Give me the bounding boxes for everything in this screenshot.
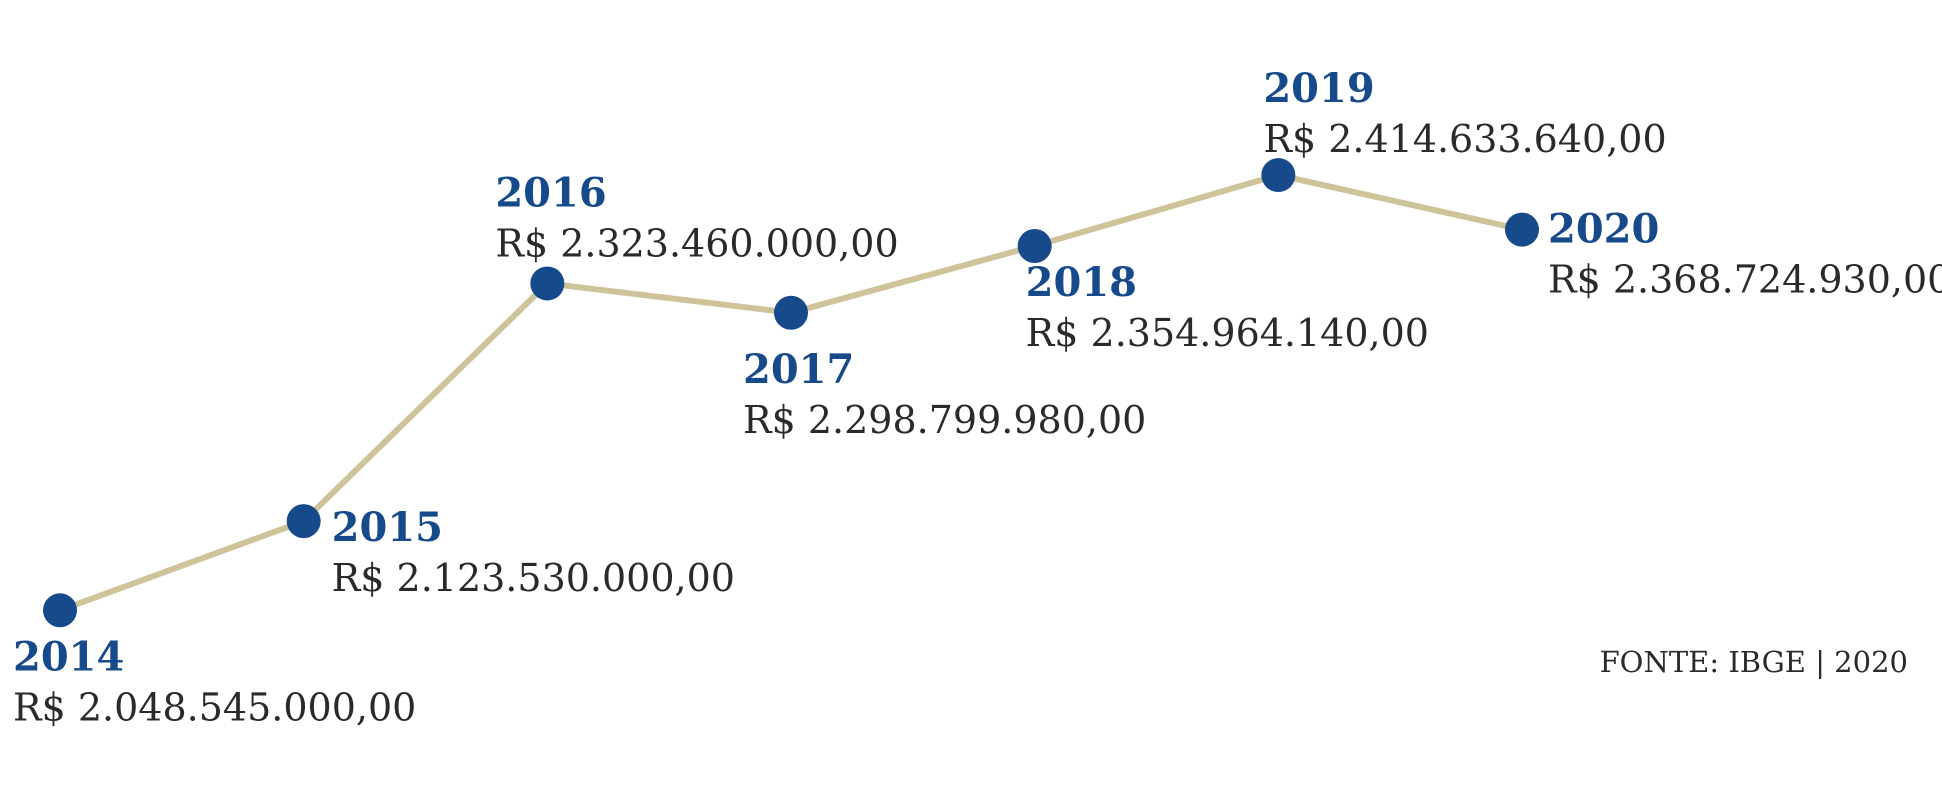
year-label-2014: 2014 [13,633,124,680]
value-label-2017: R$ 2.298.799.980,00 [743,398,1146,442]
data-point-2014 [43,593,77,628]
value-label-2016: R$ 2.323.460.000,00 [495,221,898,265]
value-label-2020: R$ 2.368.724.930,00 [1548,258,1942,302]
year-label-2015: 2015 [332,504,443,551]
data-point-2020 [1505,212,1539,247]
data-label-layer: 2014 R$ 2.048.545.000,00 2015 R$ 2.123.530.… [13,65,1942,729]
data-point-2015 [286,504,321,539]
source-note: FONTE: IBGE | 2020 [1600,645,1908,679]
year-label-2019: 2019 [1263,65,1374,112]
data-point-layer [43,158,1539,628]
year-label-2017: 2017 [743,346,854,393]
year-label-2018: 2018 [1026,259,1137,306]
value-label-2019: R$ 2.414.633.640,00 [1263,117,1666,161]
value-label-2015: R$ 2.123.530.000,00 [332,556,735,600]
data-point-2019 [1261,158,1296,193]
data-point-2018 [1017,228,1052,263]
value-label-2018: R$ 2.354.964.140,00 [1026,311,1429,355]
year-label-2016: 2016 [495,169,606,216]
data-point-2016 [530,266,565,301]
data-point-2017 [774,295,808,330]
value-label-2014: R$ 2.048.545.000,00 [13,685,416,729]
year-label-2020: 2020 [1548,206,1659,253]
